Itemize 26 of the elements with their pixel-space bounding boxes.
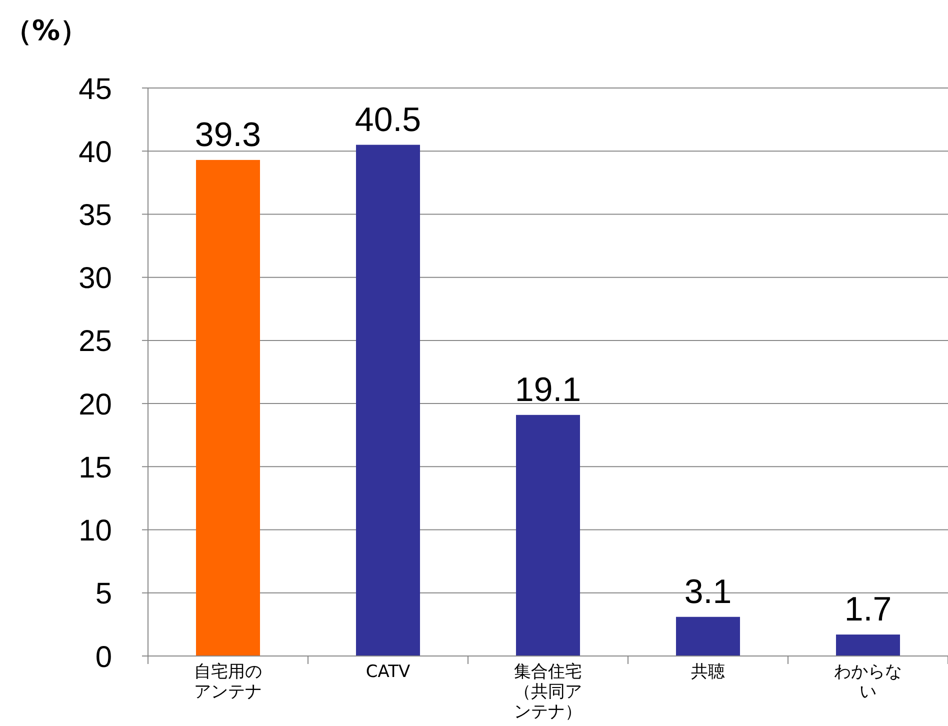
bar	[516, 414, 580, 656]
x-tick-label: 共聴	[690, 662, 726, 682]
x-tick-label: CATV	[364, 662, 412, 682]
x-tick-label: わからない	[833, 662, 903, 702]
data-label: 19.1	[514, 370, 582, 409]
x-tick-label: 集合住宅（共同アンテナ）	[513, 662, 583, 722]
y-tick-label: 20	[78, 388, 112, 422]
x-tick-label: 自宅用のアンテナ	[193, 662, 263, 702]
bar	[356, 144, 420, 656]
y-tick-label: 30	[78, 262, 112, 296]
y-tick-label: 40	[78, 136, 112, 169]
bar	[836, 634, 900, 656]
y-tick-label: 5	[95, 578, 112, 611]
data-label: 3.1	[684, 572, 732, 611]
y-tick-label: 15	[78, 451, 112, 484]
y-tick-label: 10	[78, 514, 112, 548]
bar	[676, 616, 740, 656]
y-axis-title: （%）	[4, 14, 88, 48]
data-label: 39.3	[194, 116, 262, 154]
bar	[196, 160, 260, 656]
y-tick-label: 35	[78, 199, 112, 232]
data-label: 1.7	[844, 590, 892, 629]
y-tick-label: 45	[78, 72, 112, 106]
y-tick-label: 0	[95, 640, 112, 674]
y-tick-label: 25	[78, 325, 112, 358]
data-label: 40.5	[354, 100, 422, 139]
